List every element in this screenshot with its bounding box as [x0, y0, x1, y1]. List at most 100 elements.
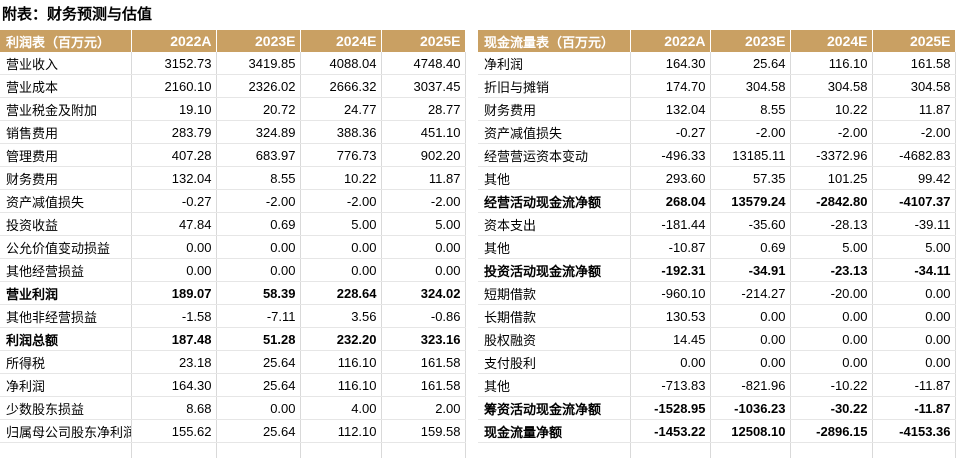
table-row: 短期借款 -960.10 -214.27 -20.00 0.00 [478, 281, 956, 305]
cell-value: 13185.11 [710, 143, 791, 167]
row-label: 现金流量净额 [478, 419, 631, 443]
cell-value: -1036.23 [710, 396, 791, 420]
row-label: 财务费用 [0, 166, 132, 190]
cell-value: 187.48 [131, 327, 217, 351]
cell-value: -713.83 [630, 373, 711, 397]
column-header: 2022A [131, 30, 217, 52]
spacer-row [478, 442, 956, 458]
table-row: 营业成本 2160.10 2326.02 2666.32 3037.45 [0, 74, 466, 98]
cell-value: 324.89 [216, 120, 301, 144]
cell-value: -34.11 [872, 258, 956, 282]
cell-value: 25.64 [216, 419, 301, 443]
row-label: 其他 [478, 235, 631, 259]
cell-value: 228.64 [300, 281, 382, 305]
cell-value: 58.39 [216, 281, 301, 305]
cell-value: 0.00 [710, 304, 791, 328]
cell-value: 3152.73 [131, 52, 217, 75]
cell-value: -23.13 [790, 258, 873, 282]
cell-value: -30.22 [790, 396, 873, 420]
cell-value: -1453.22 [630, 419, 711, 443]
row-label: 资本支出 [478, 212, 631, 236]
row-label: 管理费用 [0, 143, 132, 167]
table-row: 管理费用 407.28 683.97 776.73 902.20 [0, 143, 466, 167]
spacer-cell [216, 442, 301, 458]
table-row: 经营营运资本变动 -496.33 13185.11 -3372.96 -4682.83 [478, 143, 956, 167]
cell-value: -28.13 [790, 212, 873, 236]
cell-value: 11.87 [381, 166, 466, 190]
column-header: 2024E [790, 30, 873, 52]
cell-value: 304.58 [710, 74, 791, 98]
row-label: 折旧与摊销 [478, 74, 631, 98]
table-row: 少数股东损益 8.68 0.00 4.00 2.00 [0, 396, 466, 420]
cell-value: 25.64 [710, 52, 791, 75]
cell-value: 8.55 [216, 166, 301, 190]
cell-value: 304.58 [790, 74, 873, 98]
cell-value: 132.04 [131, 166, 217, 190]
row-label: 经营活动现金流净额 [478, 189, 631, 213]
cell-value: 25.64 [216, 350, 301, 374]
table-row: 资产减值损失 -0.27 -2.00 -2.00 -2.00 [0, 189, 466, 213]
cell-value: 0.00 [381, 258, 466, 282]
cell-value: -10.22 [790, 373, 873, 397]
cell-value: 323.16 [381, 327, 466, 351]
cell-value: 47.84 [131, 212, 217, 236]
row-label: 营业收入 [0, 52, 132, 75]
cell-value: -34.91 [710, 258, 791, 282]
cell-value: 683.97 [216, 143, 301, 167]
cell-value: 0.00 [381, 235, 466, 259]
cell-value: -1528.95 [630, 396, 711, 420]
cell-value: -496.33 [630, 143, 711, 167]
cell-value: 0.00 [872, 304, 956, 328]
cell-value: 24.77 [300, 97, 382, 121]
cell-value: 12508.10 [710, 419, 791, 443]
cell-value: -4107.37 [872, 189, 956, 213]
table-row: 筹资活动现金流净额 -1528.95 -1036.23 -30.22 -11.87 [478, 396, 956, 420]
spacer-cell [131, 442, 217, 458]
cell-value: 0.00 [216, 258, 301, 282]
table-row: 利润总额 187.48 51.28 232.20 323.16 [0, 327, 466, 351]
cell-value: 13579.24 [710, 189, 791, 213]
spacer-cell [790, 442, 873, 458]
cell-value: 0.00 [710, 327, 791, 351]
cell-value: -0.27 [131, 189, 217, 213]
spacer-cell [300, 442, 382, 458]
table-row: 其他非经营损益 -1.58 -7.11 3.56 -0.86 [0, 304, 466, 328]
cell-value: 2326.02 [216, 74, 301, 98]
cell-value: 159.58 [381, 419, 466, 443]
table-title: 现金流量表（百万元） [478, 30, 631, 52]
cell-value: 268.04 [630, 189, 711, 213]
cell-value: 0.00 [872, 350, 956, 374]
cell-value: 3.56 [300, 304, 382, 328]
row-label: 资产减值损失 [478, 120, 631, 144]
cell-value: -214.27 [710, 281, 791, 305]
cell-value: 902.20 [381, 143, 466, 167]
cell-value: -4682.83 [872, 143, 956, 167]
row-label: 利润总额 [0, 327, 132, 351]
spacer-cell [478, 442, 631, 458]
cell-value: 112.10 [300, 419, 382, 443]
table-row: 财务费用 132.04 8.55 10.22 11.87 [0, 166, 466, 190]
cell-value: 161.58 [872, 52, 956, 75]
cell-value: -960.10 [630, 281, 711, 305]
row-label: 股权融资 [478, 327, 631, 351]
row-label: 归属母公司股东净利润 [0, 419, 132, 443]
cell-value: 4748.40 [381, 52, 466, 75]
row-label: 长期借款 [478, 304, 631, 328]
cell-value: -35.60 [710, 212, 791, 236]
cell-value: -39.11 [872, 212, 956, 236]
table-row: 营业税金及附加 19.10 20.72 24.77 28.77 [0, 97, 466, 121]
cell-value: 116.10 [300, 350, 382, 374]
row-label: 其他经营损益 [0, 258, 132, 282]
cell-value: 14.45 [630, 327, 711, 351]
cell-value: 3419.85 [216, 52, 301, 75]
cell-value: -192.31 [630, 258, 711, 282]
row-label: 少数股东损益 [0, 396, 132, 420]
table-row: 归属母公司股东净利润 155.62 25.64 112.10 159.58 [0, 419, 466, 443]
row-label: 营业成本 [0, 74, 132, 98]
cell-value: 155.62 [131, 419, 217, 443]
cell-value: 0.00 [872, 327, 956, 351]
cell-value: 0.00 [710, 350, 791, 374]
cell-value: 132.04 [630, 97, 711, 121]
table-row: 营业利润 189.07 58.39 228.64 324.02 [0, 281, 466, 305]
row-label: 财务费用 [478, 97, 631, 121]
